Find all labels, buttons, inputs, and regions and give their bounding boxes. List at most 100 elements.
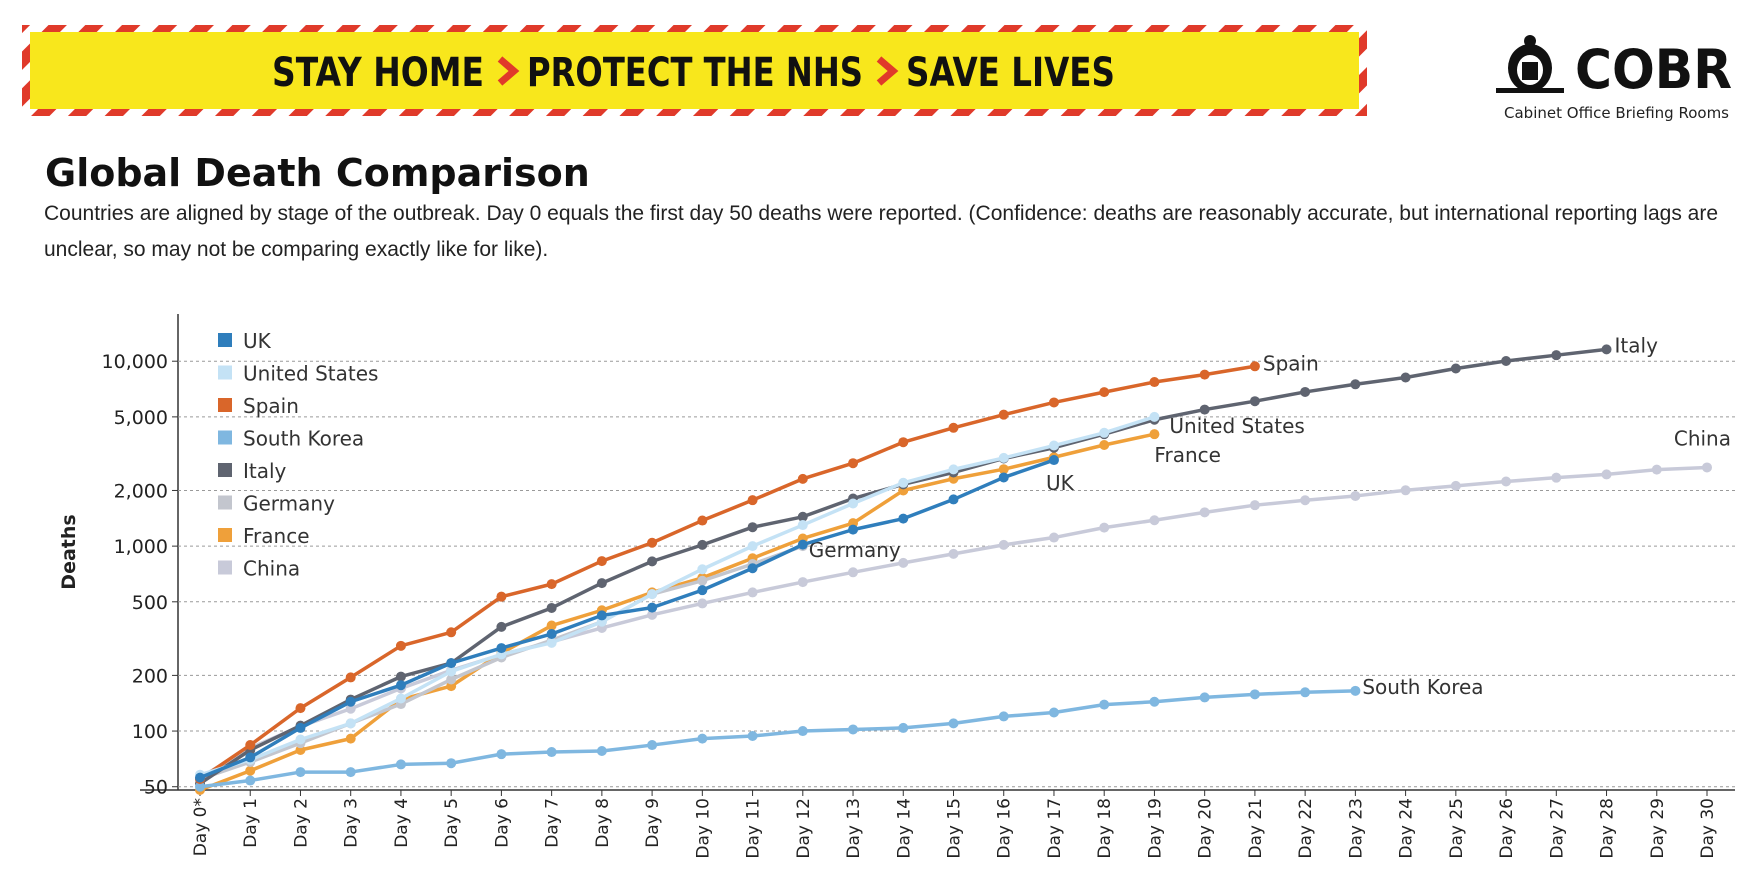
point [546,637,557,648]
end-label: Spain [1263,351,1319,375]
point [295,767,306,778]
point [948,548,959,559]
point [546,602,557,613]
point [848,524,859,535]
series [195,685,1361,792]
point [1350,685,1361,696]
x-tick-label: Day 25 [1447,798,1467,859]
point [295,722,306,733]
series [195,455,1059,783]
series [195,462,1712,783]
x-tick-label: Day 29 [1648,798,1668,859]
point [697,585,708,596]
point [998,464,1009,475]
series-line [199,458,1055,780]
end-label: France [1154,443,1221,467]
point [898,437,909,448]
point [697,733,708,744]
point [1249,361,1260,372]
end-label: Italy [1615,333,1659,357]
point [446,674,457,685]
point [446,666,457,677]
point [797,473,808,484]
point [647,740,658,751]
y-tick-label: 500 [132,592,168,614]
x-tick-label: Day 16 [995,798,1015,859]
point [546,628,557,639]
x-tick-label: Day 11 [744,798,764,859]
x-tick-label: Day 27 [1547,798,1567,859]
y-tick-label: 10,000 [102,351,168,373]
point [1300,495,1311,506]
point [1400,372,1411,383]
point [1551,472,1562,483]
point [496,591,507,602]
point [496,749,507,760]
point [998,452,1009,463]
point [395,640,406,651]
point [1149,696,1160,707]
point [345,696,356,707]
point [697,598,708,609]
chevron [497,56,520,86]
point [295,703,306,714]
point [1099,439,1110,450]
point [1249,396,1260,407]
banner-text: SAVE LIVES [906,50,1115,96]
y-tick-label: 200 [132,665,168,687]
point [1099,522,1110,533]
point [848,498,859,509]
point [345,733,356,744]
point [747,495,758,506]
point [1702,462,1712,473]
point [596,578,607,589]
point [1199,692,1210,703]
point [1199,507,1210,518]
point [948,494,959,505]
point [446,658,457,669]
point [1249,500,1260,511]
point [898,513,909,524]
chevron [876,56,899,86]
point [546,579,557,590]
point [797,577,808,588]
x-tick-label: Day 2 [291,798,311,848]
point [1450,363,1461,374]
y-tick-label: 1,000 [114,536,168,558]
point [998,711,1009,722]
point [898,477,909,488]
legend-swatch [218,495,232,510]
logo: COBR Cabinet Office Briefing Rooms [1496,35,1732,122]
chart-subtitle: Countries are aligned by stage of the ou… [44,202,1719,261]
point [1149,377,1160,388]
point [1149,411,1160,422]
x-tick-label: Day 12 [794,798,814,859]
point [1099,699,1110,710]
point [747,541,758,552]
point [647,556,658,567]
legend-swatch [218,333,232,347]
series-line [199,415,1155,777]
x-tick-label: Day 22 [1296,798,1316,859]
x-tick-label: Day 3 [342,798,362,848]
point [647,537,658,548]
point [948,718,959,729]
point [1350,490,1361,501]
point [345,718,356,729]
point [446,758,457,769]
y-tick-label: 100 [132,721,168,743]
legend-label: China [243,557,300,581]
point [596,556,607,567]
end-label: South Korea [1362,675,1483,699]
point [1048,707,1059,718]
legend-label: United States [243,362,378,386]
x-tick-label: Day 28 [1598,798,1618,859]
point [747,522,758,533]
x-tick-label: Day 13 [844,798,864,859]
point [1099,427,1110,438]
point [1601,344,1612,355]
point [747,563,758,574]
series [195,411,1160,780]
legend-label: UK [243,329,272,353]
